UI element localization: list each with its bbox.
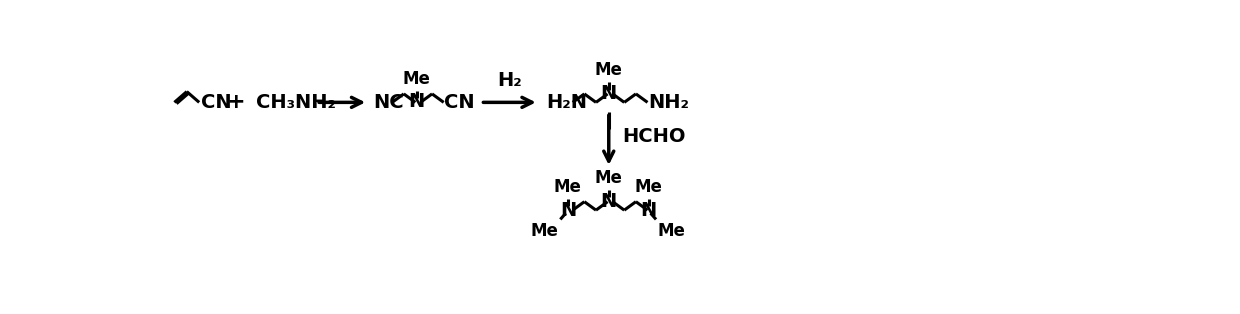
Text: N: N	[560, 201, 577, 220]
Text: N: N	[641, 201, 657, 220]
Text: NH₂: NH₂	[649, 93, 689, 112]
Text: H₂N: H₂N	[547, 93, 588, 112]
Text: HCHO: HCHO	[622, 127, 686, 146]
Text: N: N	[600, 84, 616, 103]
Text: Me: Me	[531, 222, 559, 240]
Text: Me: Me	[595, 61, 622, 79]
Text: N: N	[408, 92, 424, 111]
Text: CH₃NH₂: CH₃NH₂	[255, 93, 336, 112]
Text: NC: NC	[373, 93, 404, 112]
Text: Me: Me	[403, 70, 430, 88]
Text: Me: Me	[635, 178, 662, 196]
Text: CN: CN	[444, 93, 475, 112]
Text: H₂: H₂	[497, 71, 522, 90]
Text: +: +	[227, 92, 246, 112]
Text: Me: Me	[554, 178, 582, 196]
Text: Me: Me	[657, 222, 686, 240]
Text: CN: CN	[201, 93, 232, 112]
Text: N: N	[600, 192, 616, 211]
Text: Me: Me	[595, 169, 622, 187]
